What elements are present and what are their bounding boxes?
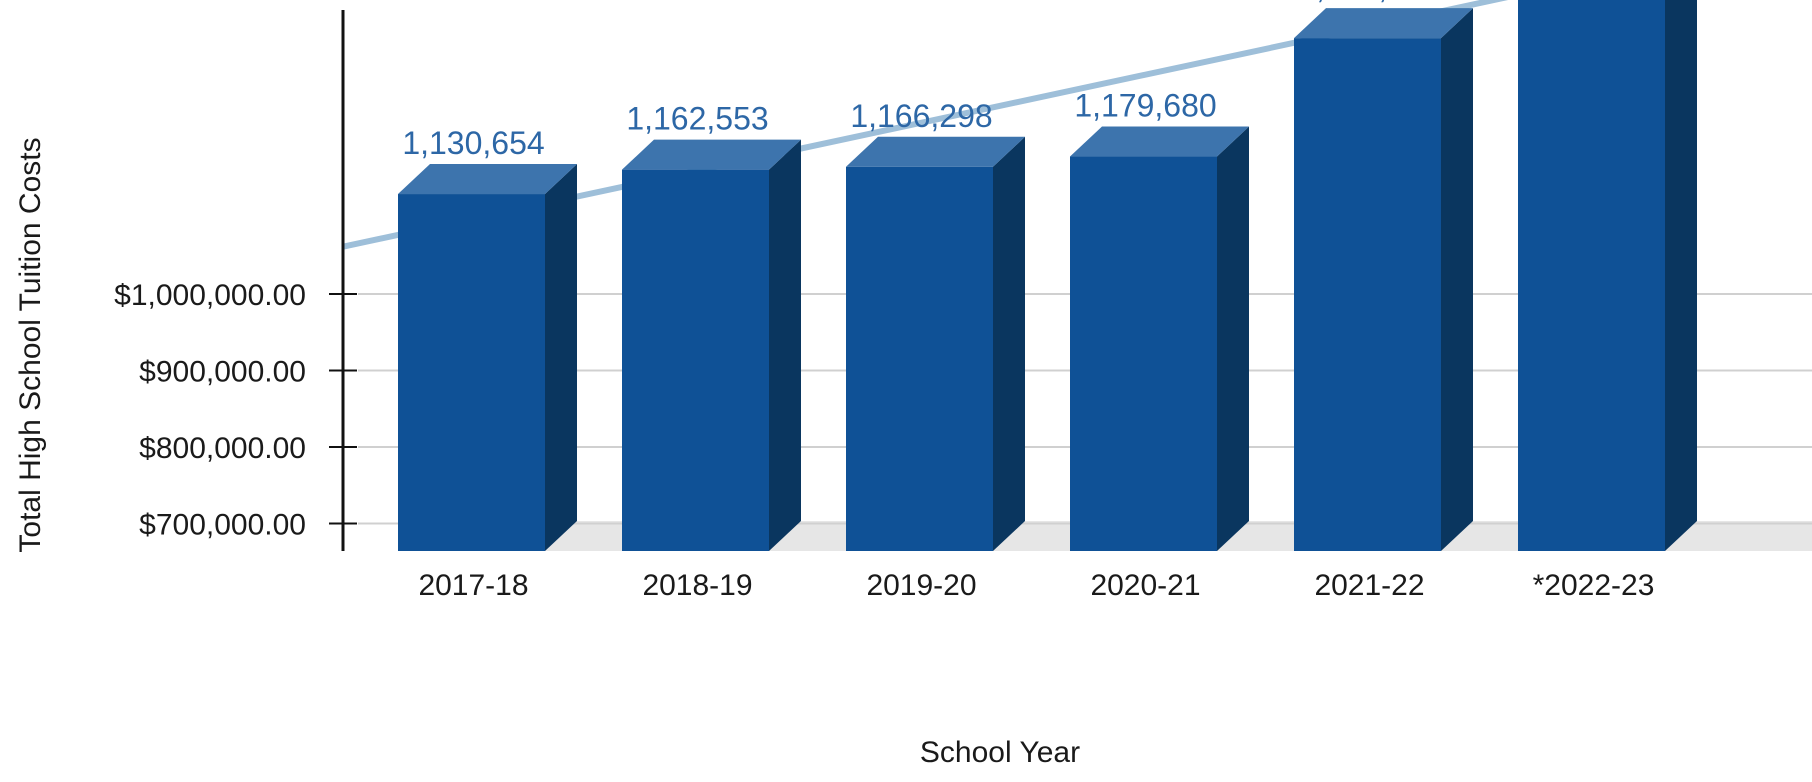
data-labels: 1,130,654 1,162,553 1,166,298 1,179,680 1,33… — [402, 0, 1440, 161]
bar-top — [622, 139, 801, 170]
bar — [622, 139, 801, 551]
data-label: 1,179,680 — [1074, 88, 1216, 124]
x-axis-ticks: 2017-18 2018-19 2019-20 2020-21 2021-22 *2022… — [418, 569, 1654, 602]
bar-front — [1518, 0, 1665, 551]
bar — [846, 136, 1025, 551]
x-axis-title: School Year — [920, 736, 1080, 769]
bar — [398, 164, 577, 551]
bar-front — [846, 166, 993, 551]
x-tick-label: 2020-21 — [1090, 569, 1200, 602]
bar-front — [622, 169, 769, 551]
x-tick-label: 2017-18 — [418, 569, 528, 602]
bar — [1070, 126, 1249, 551]
x-tick-label: *2022-23 — [1533, 569, 1655, 602]
bars — [398, 0, 1697, 552]
bar — [1518, 0, 1697, 551]
y-tick-label: $800,000.00 — [139, 432, 306, 465]
bar — [1294, 8, 1473, 552]
data-label: 1,166,298 — [850, 98, 992, 134]
x-tick-label: 2018-19 — [642, 569, 752, 602]
y-tick-label: $700,000.00 — [139, 509, 306, 542]
trendline-layer — [342, 0, 1509, 250]
bar-side — [993, 136, 1025, 551]
x-tick-label: 2021-22 — [1314, 569, 1424, 602]
bar-side — [1665, 0, 1697, 551]
bar-front — [1294, 38, 1441, 552]
bar-side — [1217, 126, 1249, 551]
trendline — [342, 0, 1509, 250]
data-label: 1,162,553 — [626, 101, 768, 137]
bar-side — [545, 164, 577, 551]
bar-top — [398, 164, 577, 195]
y-axis-title: Total High School Tuition Costs — [14, 137, 47, 552]
bar-side — [769, 139, 801, 551]
bar-top — [846, 136, 1025, 167]
data-label: 1,130,654 — [402, 125, 544, 161]
y-tick-label: $1,000,000.00 — [114, 279, 306, 312]
y-axis-ticks: $700,000.00 $800,000.00 $900,000.00 $1,000,… — [114, 279, 357, 542]
y-tick-label: $900,000.00 — [139, 356, 306, 389]
bar-top — [1070, 126, 1249, 157]
bar-front — [398, 194, 545, 551]
bar-top — [1294, 8, 1473, 39]
bar-side — [1441, 8, 1473, 552]
x-tick-label: 2019-20 — [866, 569, 976, 602]
bar-front — [1070, 156, 1217, 551]
data-label: 1,334,446 — [1298, 0, 1440, 5]
